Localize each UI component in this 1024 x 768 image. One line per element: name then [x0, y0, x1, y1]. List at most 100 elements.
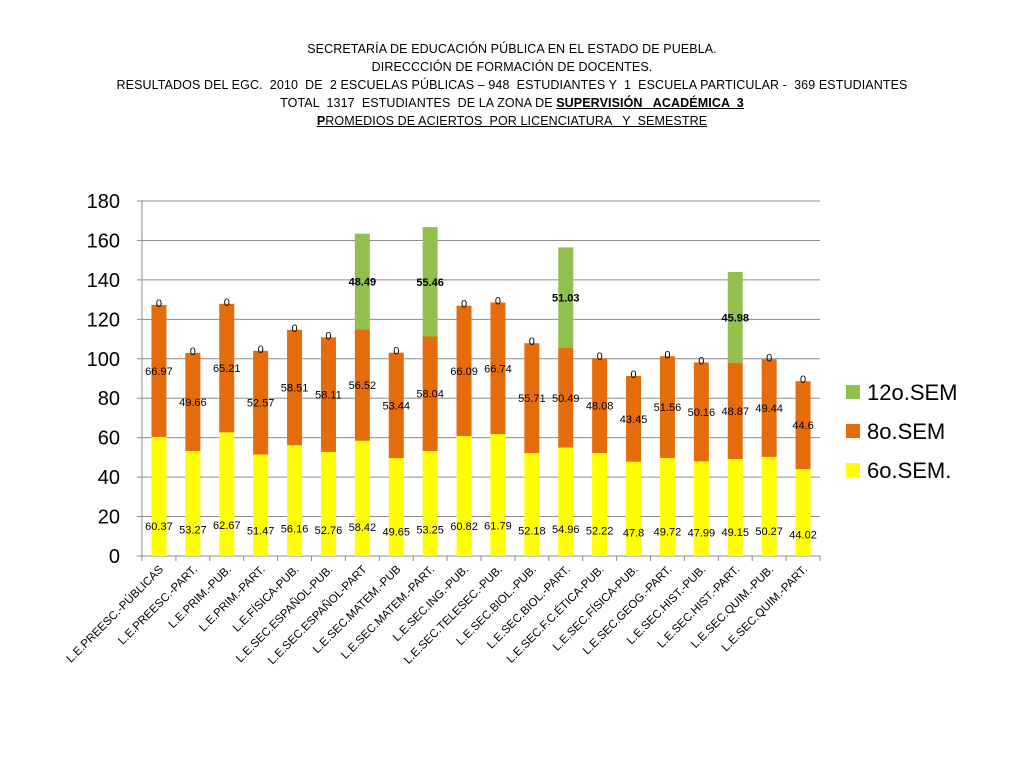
- data-label: 0: [495, 296, 501, 308]
- data-label: 51.56: [654, 402, 682, 414]
- legend-label: 12o.SEM: [867, 380, 958, 405]
- data-label: 47.8: [623, 527, 644, 539]
- data-label: 66.97: [145, 366, 173, 378]
- bar-segment: [456, 305, 472, 437]
- gridlines: [142, 200, 820, 518]
- x-axis: L.E.PREESC.-PÚBLICASL.E.PREESC.-PART.L.E…: [64, 563, 810, 667]
- bar-segment: [388, 352, 404, 459]
- y-tick-label: 60: [98, 428, 120, 450]
- legend-label: 6o.SEM.: [867, 458, 951, 483]
- data-label: 49.72: [654, 526, 682, 538]
- header-line-2: DIRECCCIÓN DE FORMACIÓN DE DOCENTES.: [371, 60, 653, 74]
- data-label: 0: [664, 349, 670, 361]
- data-label: 62.67: [213, 520, 241, 532]
- y-tick-label: 160: [87, 230, 120, 252]
- data-label: 0: [291, 323, 297, 335]
- bar-segment: [795, 469, 811, 556]
- header-line-4-emphasis: SUPERVISIÓN ACADÉMICA 3: [556, 96, 744, 110]
- data-label: 43.45: [620, 414, 648, 426]
- data-label: 0: [461, 299, 467, 311]
- bar-segment: [490, 434, 506, 556]
- data-label: 45.98: [721, 312, 749, 324]
- y-tick-label: 180: [87, 191, 120, 213]
- header-line-5-text: ROMEDIOS DE ACIERTOS POR LICENCIATURA Y …: [325, 114, 708, 128]
- data-label: 0: [325, 330, 331, 342]
- data-label: 48.87: [721, 406, 749, 418]
- data-label: 58.04: [416, 389, 444, 401]
- chart-header: SECRETARÍA DE EDUCACIÓN PÚBLICA EN EL ES…: [0, 40, 1024, 130]
- bar-segment: [354, 233, 370, 330]
- bar-segment: [693, 461, 709, 556]
- header-line-4-text: TOTAL 1317 ESTUDIANTES DE LA ZONA DE: [280, 96, 557, 110]
- data-label: 54.96: [552, 524, 580, 536]
- data-label: 52.22: [586, 525, 614, 537]
- bar-segment: [592, 358, 608, 454]
- data-label: 44.02: [789, 529, 817, 541]
- data-label: 0: [698, 355, 704, 367]
- data-label: 49.15: [721, 527, 749, 539]
- bar-segment: [524, 343, 540, 454]
- y-tick-label: 100: [87, 349, 120, 371]
- bar-segment: [287, 329, 303, 446]
- data-label: 51.03: [552, 293, 580, 305]
- legend-label: 8o.SEM: [867, 419, 945, 444]
- bar-segment: [693, 362, 709, 462]
- data-label: 58.11: [315, 390, 342, 402]
- bar-segment: [592, 453, 608, 556]
- data-label: 52.76: [315, 525, 343, 537]
- bars: [151, 227, 811, 556]
- y-tick-label: 140: [87, 270, 120, 292]
- y-tick-label: 40: [98, 467, 120, 489]
- data-label: 53.27: [179, 525, 207, 537]
- data-label: 66.74: [484, 363, 512, 375]
- bar-segment: [320, 337, 336, 452]
- data-labels: 60.37 66.97 0 53.27 49.66 0 62.67 65.21 0 51.47 52…: [145, 276, 817, 541]
- data-label: 0: [393, 346, 399, 358]
- data-label: 0: [529, 336, 535, 348]
- category-label: L.E.PRIM.-PUB.: [167, 564, 234, 631]
- header-line-1: SECRETARÍA DE EDUCACIÓN PÚBLICA EN EL ES…: [307, 42, 717, 56]
- bar-segment: [151, 304, 167, 437]
- data-label: 60.37: [145, 521, 173, 533]
- data-label: 66.09: [450, 366, 478, 378]
- data-label: 51.47: [247, 526, 275, 538]
- data-label: 0: [630, 369, 636, 381]
- data-label: 47.99: [688, 527, 716, 539]
- data-label: 0: [800, 374, 806, 386]
- data-label: 49.66: [179, 397, 207, 409]
- y-tick-label: 80: [98, 388, 120, 410]
- y-tick-label: 0: [109, 546, 120, 568]
- data-label: 55.46: [416, 277, 444, 289]
- bar-segment: [490, 302, 506, 435]
- legend-swatch: [846, 385, 860, 399]
- data-label: 50.49: [552, 393, 580, 405]
- bar-segment: [626, 461, 642, 556]
- bar-segment: [727, 362, 743, 460]
- header-line-3: RESULTADOS DEL EGC. 2010 DE 2 ESCUELAS P…: [116, 78, 908, 92]
- data-label: 55.71: [518, 393, 546, 405]
- data-label: 48.08: [586, 401, 614, 413]
- bar-segment: [253, 454, 269, 556]
- bar-segment: [422, 227, 438, 337]
- bar-segment: [185, 352, 201, 451]
- bar-segment: [626, 376, 642, 462]
- bar-segment: [219, 303, 235, 433]
- y-tick-label: 20: [98, 507, 120, 529]
- bar-segment: [422, 450, 438, 556]
- bar-segment: [795, 381, 811, 470]
- data-label: 65.21: [213, 363, 241, 375]
- data-label: 56.52: [349, 380, 377, 392]
- bar-segment: [287, 445, 303, 556]
- legend-swatch: [846, 424, 860, 438]
- bar-segment: [456, 436, 472, 556]
- bar-segment: [659, 356, 675, 458]
- data-label: 48.49: [349, 276, 377, 288]
- header-line-4: TOTAL 1317 ESTUDIANTES DE LA ZONA DE SUP…: [0, 94, 1024, 112]
- data-label: 0: [597, 351, 603, 363]
- data-label: 61.79: [484, 521, 512, 533]
- bar-segment: [727, 459, 743, 556]
- data-label: 0: [224, 297, 230, 309]
- data-label: 0: [258, 344, 264, 356]
- bar-segment: [659, 457, 675, 556]
